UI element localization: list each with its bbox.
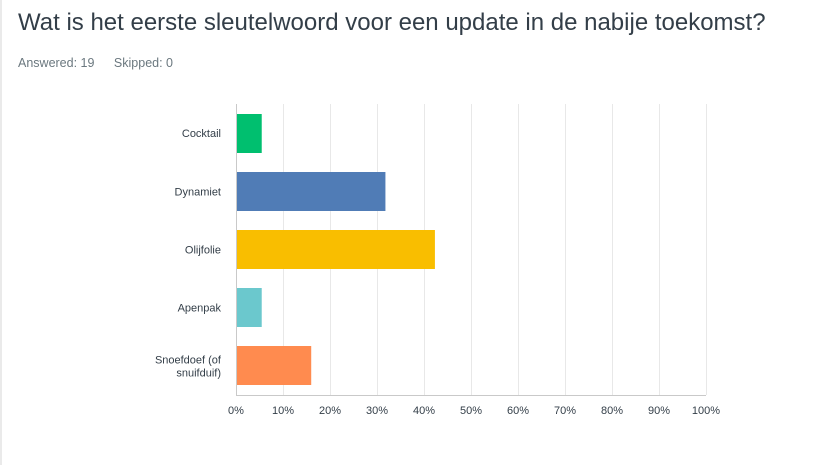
question-title: Wat is het eerste sleutelwoord voor een …: [18, 9, 766, 36]
x-tick-label: 60%: [507, 405, 529, 417]
answered-count: Answered: 19: [18, 56, 95, 70]
x-tick-label: 50%: [460, 405, 482, 417]
x-tick-label: 40%: [413, 405, 435, 417]
x-tick-label: 0%: [228, 405, 244, 417]
x-tick-label: 90%: [648, 405, 670, 417]
x-tick-label: 100%: [692, 405, 720, 417]
x-tick-label: 10%: [272, 405, 294, 417]
bar: [237, 114, 262, 153]
category-label: Snoefdoef (of: [155, 354, 222, 366]
category-label: snuifduif): [176, 367, 221, 379]
skipped-count: Skipped: 0: [113, 56, 173, 70]
bar: [237, 230, 435, 269]
bar: [237, 288, 262, 327]
bar: [237, 346, 312, 385]
x-tick-label: 30%: [366, 405, 388, 417]
category-label: Apenpak: [178, 303, 222, 315]
category-label: Olijfolie: [185, 245, 221, 257]
left-divider: [0, 0, 2, 465]
x-tick-label: 80%: [601, 405, 623, 417]
category-label: Cocktail: [182, 128, 221, 140]
category-label: Dynamiet: [175, 186, 221, 198]
bar: [237, 172, 386, 211]
x-tick-label: 70%: [554, 405, 576, 417]
x-tick-label: 20%: [319, 405, 341, 417]
response-summary: Answered: 19 Skipped: 0: [18, 56, 173, 70]
